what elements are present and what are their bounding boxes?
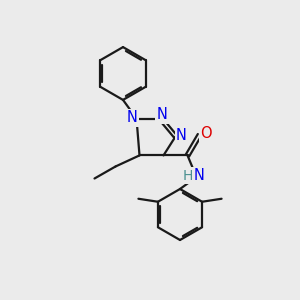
Text: N: N — [176, 128, 187, 143]
Text: N: N — [157, 107, 167, 122]
Text: H: H — [183, 169, 193, 182]
Text: N: N — [194, 168, 204, 183]
Text: N: N — [127, 110, 137, 125]
Text: O: O — [200, 126, 211, 141]
